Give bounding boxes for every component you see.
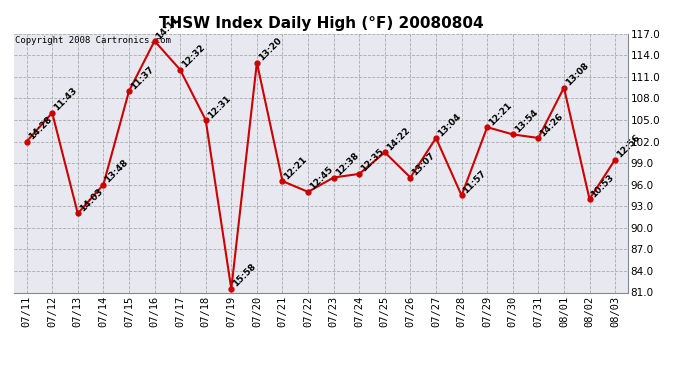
Text: 12:21: 12:21 [487, 100, 514, 127]
Text: 14:22: 14:22 [385, 126, 411, 152]
Text: 14:28: 14:28 [27, 115, 53, 142]
Text: 11:43: 11:43 [52, 86, 79, 113]
Text: 13:20: 13:20 [257, 36, 284, 63]
Text: 13:07: 13:07 [411, 151, 437, 177]
Text: 12:32: 12:32 [180, 43, 207, 70]
Text: 15:58: 15:58 [231, 262, 258, 289]
Text: 12:45: 12:45 [308, 165, 335, 192]
Text: 11:57: 11:57 [462, 169, 489, 195]
Text: 12:56: 12:56 [615, 133, 642, 159]
Text: 14:11: 14:11 [155, 14, 181, 41]
Text: 13:54: 13:54 [513, 108, 540, 134]
Text: Copyright 2008 Cartronics.com: Copyright 2008 Cartronics.com [15, 36, 171, 45]
Text: 13:08: 13:08 [564, 61, 591, 88]
Text: 14:03: 14:03 [78, 187, 104, 213]
Text: 12:21: 12:21 [282, 154, 309, 181]
Text: 12:35: 12:35 [359, 147, 386, 174]
Text: 13:48: 13:48 [104, 158, 130, 185]
Text: 12:38: 12:38 [334, 151, 360, 177]
Text: 11:37: 11:37 [129, 64, 156, 91]
Text: 12:31: 12:31 [206, 93, 233, 120]
Text: 14:26: 14:26 [538, 111, 565, 138]
Title: THSW Index Daily High (°F) 20080804: THSW Index Daily High (°F) 20080804 [159, 16, 483, 31]
Text: 10:53: 10:53 [589, 172, 616, 199]
Text: 13:04: 13:04 [436, 111, 462, 138]
